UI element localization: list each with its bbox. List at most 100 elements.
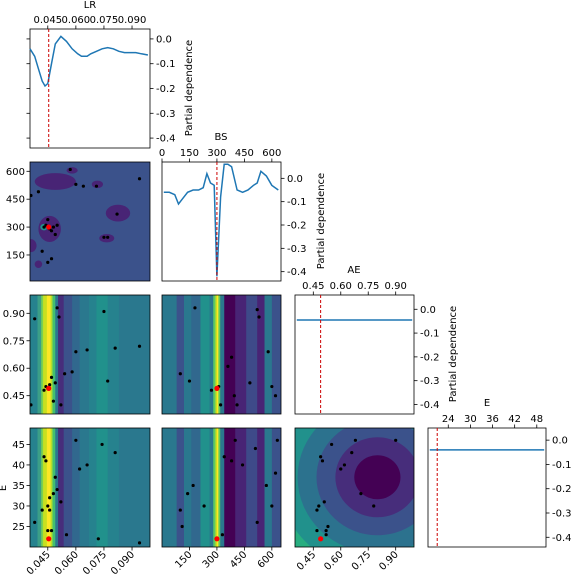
sample-point [102, 235, 106, 239]
contour-band [235, 428, 247, 547]
sample-point [51, 399, 56, 403]
contour-band [162, 295, 178, 414]
contour-band [63, 295, 73, 414]
sample-point [232, 394, 236, 398]
contour-band [52, 295, 56, 414]
sample-point [255, 308, 259, 312]
sample-point [74, 438, 78, 442]
contour-band [58, 428, 65, 547]
y-tick-label: 0.60 [3, 364, 25, 375]
contour-band [191, 428, 202, 547]
x-tick-label: 0.075 [81, 549, 109, 576]
contour-LR-E-field [30, 428, 150, 547]
x-tick-label: 0.075 [90, 15, 119, 26]
contour-band [216, 295, 219, 414]
y-tick-label: -0.2 [552, 484, 572, 495]
contour-band [218, 295, 221, 414]
best-point [214, 385, 220, 391]
contour-band [200, 428, 211, 547]
sample-point [394, 438, 398, 442]
contour-LR-BS-field [30, 162, 150, 281]
sample-point [324, 528, 328, 533]
sample-point [339, 467, 343, 471]
contour-band [50, 295, 54, 414]
sample-point [229, 355, 234, 359]
panel-diag-LR [29, 28, 151, 149]
sample-point [266, 350, 270, 354]
diag-BS-marks: 0 150 300 450 600 0.0 -0.1 -0.2 -0.3 -0.4 [159, 148, 307, 281]
x-tick-label: 24 [442, 414, 455, 425]
x-tick-label: 0.90 [377, 549, 401, 573]
sample-point [94, 184, 99, 188]
contour-band [107, 428, 120, 547]
sample-point [270, 504, 274, 508]
y-tick-label: 0.0 [287, 174, 303, 185]
y-tick-label: 0.0 [156, 34, 172, 45]
panel-frame [29, 161, 151, 282]
contour-BS-AE-field [162, 295, 281, 414]
contour-band [58, 295, 65, 414]
sample-point [74, 182, 78, 186]
sample-point [186, 492, 190, 496]
contour-band [257, 428, 266, 547]
contour-region [34, 260, 43, 268]
sample-point [257, 315, 261, 319]
sample-point [55, 306, 59, 310]
x-tick-label: 42 [508, 414, 521, 425]
sample-point [46, 528, 50, 533]
y-tick-label: 0.90 [3, 309, 25, 320]
contour-band [72, 428, 81, 547]
sample-point [240, 463, 245, 467]
sample-point [78, 467, 82, 471]
sample-point [48, 383, 52, 387]
e-title: E [484, 398, 490, 409]
contour-band [37, 295, 42, 414]
contour-band [88, 295, 98, 414]
partial-dependence-line [163, 163, 279, 277]
best-point [46, 536, 52, 542]
sample-point [264, 483, 268, 488]
x-tick-label: 150 [180, 148, 199, 159]
y-tick-label: -0.2 [156, 84, 176, 95]
x-tick-label: 0.045 [25, 549, 53, 576]
y-tick-label: -0.3 [552, 509, 572, 520]
sample-point [46, 504, 50, 508]
contour-AE-E-field [295, 428, 414, 547]
contour-band [46, 295, 52, 414]
x-tick-label: 0.060 [62, 15, 91, 26]
x-tick-label: 450 [235, 148, 254, 159]
lr-title: LR [84, 0, 97, 11]
contour-band [118, 428, 150, 547]
sample-point [270, 384, 274, 389]
sample-point [96, 537, 100, 541]
sample-point [59, 500, 63, 504]
sample-point [255, 520, 259, 524]
y-tick-label: 450 [6, 195, 25, 206]
contour-band [118, 295, 150, 414]
panel-frame [294, 294, 415, 415]
y-tick-label: -0.3 [287, 244, 307, 255]
contour-band [41, 428, 44, 547]
sample-point [275, 438, 279, 442]
sample-point [53, 232, 57, 237]
contour-band [79, 295, 90, 414]
sample-point [36, 190, 41, 194]
sample-point [178, 508, 182, 512]
panel-frame [29, 28, 151, 149]
y-tick-label: 0.75 [3, 336, 25, 347]
sample-point [64, 533, 69, 537]
x-tick-label: 30 [464, 414, 477, 425]
sample-point [226, 364, 230, 368]
contour-band [183, 295, 192, 414]
contour-band [264, 428, 273, 547]
x-tick-label: 0.75 [350, 549, 374, 573]
x-tick-label: 0.060 [53, 549, 81, 576]
panel-frame [161, 161, 282, 282]
contour-band [213, 295, 217, 414]
sample-point [49, 375, 54, 379]
sample-point [33, 317, 37, 321]
sample-point [42, 455, 46, 459]
sample-point [342, 463, 347, 467]
sample-point [137, 177, 142, 181]
x-tick-label: 0.60 [322, 549, 346, 573]
